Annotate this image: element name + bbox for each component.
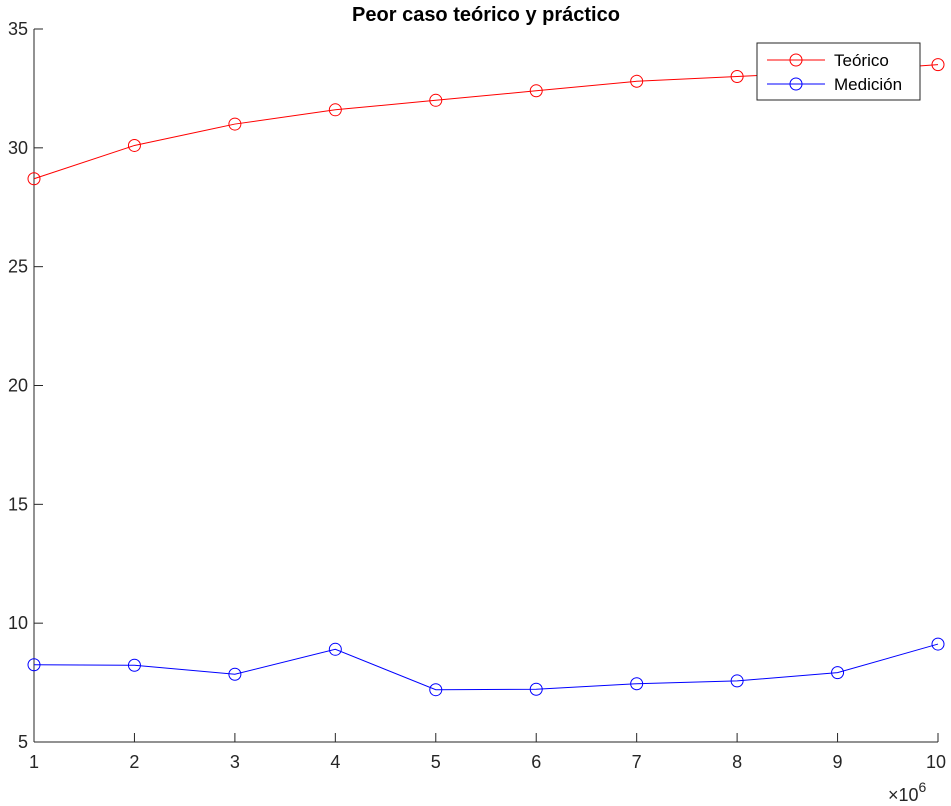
series-line bbox=[33, 643, 939, 691]
y-tick-label: 20 bbox=[8, 376, 28, 396]
chart-title: Peor caso teórico y práctico bbox=[352, 4, 620, 26]
data-point bbox=[630, 677, 644, 691]
data-point bbox=[328, 103, 342, 117]
data-point bbox=[931, 637, 945, 651]
data-point bbox=[529, 84, 543, 98]
x-tick-label: 6 bbox=[531, 752, 541, 772]
legend: Teórico Medición bbox=[756, 42, 921, 101]
x-exponent-label: ×106 bbox=[888, 779, 927, 805]
x-tick-label: 3 bbox=[230, 752, 240, 772]
legend-marker bbox=[789, 53, 803, 67]
x-tick-label: 4 bbox=[330, 752, 340, 772]
x-tick-label: 8 bbox=[732, 752, 742, 772]
x-tick-label: 10 bbox=[926, 752, 946, 772]
data-point bbox=[27, 658, 41, 672]
y-tick-label: 35 bbox=[8, 19, 28, 39]
y-tick-label: 30 bbox=[8, 138, 28, 158]
x-tick-label: 2 bbox=[129, 752, 139, 772]
data-point bbox=[630, 74, 644, 88]
data-point bbox=[429, 683, 443, 697]
y-tick-label: 10 bbox=[8, 613, 28, 633]
x-tick-label: 1 bbox=[29, 752, 39, 772]
data-point bbox=[529, 682, 543, 696]
data-point bbox=[831, 666, 845, 680]
series-2 bbox=[27, 637, 945, 697]
data-point bbox=[931, 58, 945, 72]
data-point bbox=[127, 658, 141, 672]
data-point bbox=[730, 674, 744, 688]
x-tick-label: 5 bbox=[431, 752, 441, 772]
y-tick-label: 5 bbox=[18, 732, 28, 752]
data-point bbox=[730, 70, 744, 84]
legend-label: Medición bbox=[834, 75, 902, 94]
x-exponent-base: ×10 bbox=[888, 785, 919, 805]
legend-box bbox=[756, 42, 921, 101]
data-point bbox=[27, 172, 41, 186]
y-tick-label: 15 bbox=[8, 494, 28, 514]
x-exponent-power: 6 bbox=[919, 779, 927, 795]
x-tick-label: 9 bbox=[833, 752, 843, 772]
data-point bbox=[429, 93, 443, 107]
y-tick-label: 25 bbox=[8, 257, 28, 277]
data-point bbox=[228, 667, 242, 681]
x-tick-label: 7 bbox=[632, 752, 642, 772]
legend-label: Teórico bbox=[834, 51, 889, 70]
data-point bbox=[328, 642, 342, 656]
legend-marker bbox=[789, 77, 803, 91]
data-point bbox=[228, 117, 242, 131]
data-point bbox=[127, 138, 141, 152]
